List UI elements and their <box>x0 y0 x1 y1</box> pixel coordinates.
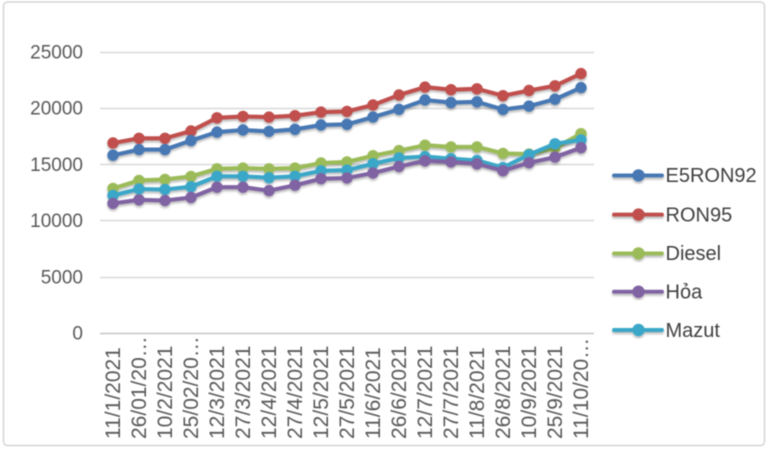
svg-text:11/6/2021: 11/6/2021 <box>362 347 385 439</box>
svg-text:26/6/2021: 26/6/2021 <box>388 346 411 439</box>
svg-text:15000: 15000 <box>30 155 83 176</box>
svg-text:12/5/2021: 12/5/2021 <box>310 346 333 439</box>
svg-text:12/4/2021: 12/4/2021 <box>258 346 281 439</box>
svg-text:25/02/20…: 25/02/20… <box>180 336 203 439</box>
svg-text:27/5/2021: 27/5/2021 <box>336 346 359 439</box>
svg-text:10/2/2021: 10/2/2021 <box>154 346 177 439</box>
svg-text:11/8/2021: 11/8/2021 <box>466 347 489 439</box>
svg-text:Diesel: Diesel <box>666 243 722 265</box>
svg-text:11/10/20…: 11/10/20… <box>570 338 593 439</box>
svg-text:25/9/2021: 25/9/2021 <box>544 346 567 439</box>
svg-text:12/3/2021: 12/3/2021 <box>206 346 229 439</box>
svg-text:E5RON92: E5RON92 <box>666 165 757 187</box>
svg-text:27/3/2021: 27/3/2021 <box>232 346 255 439</box>
svg-text:27/7/2021: 27/7/2021 <box>440 346 463 439</box>
svg-text:11/1/2021: 11/1/2021 <box>102 347 125 439</box>
svg-text:5000: 5000 <box>41 267 83 288</box>
svg-text:20000: 20000 <box>30 99 83 120</box>
svg-text:Mazut: Mazut <box>666 320 721 342</box>
svg-text:10000: 10000 <box>30 211 83 232</box>
svg-text:12/7/2021: 12/7/2021 <box>414 346 437 439</box>
svg-text:10/9/2021: 10/9/2021 <box>518 346 541 439</box>
svg-text:26/8/2021: 26/8/2021 <box>492 346 515 439</box>
svg-text:26/01/20…: 26/01/20… <box>128 336 151 439</box>
svg-text:Hỏa: Hỏa <box>666 282 704 304</box>
svg-text:25000: 25000 <box>30 43 83 64</box>
svg-text:0: 0 <box>72 324 83 345</box>
svg-text:27/4/2021: 27/4/2021 <box>284 346 307 439</box>
svg-text:RON95: RON95 <box>666 204 733 226</box>
